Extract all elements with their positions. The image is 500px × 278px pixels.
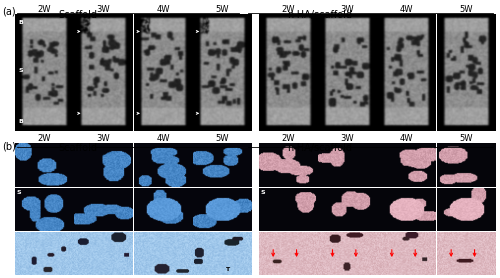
Text: S: S xyxy=(18,68,23,73)
Text: B: B xyxy=(18,20,23,25)
Title: 2W: 2W xyxy=(281,5,294,14)
Title: 2W: 2W xyxy=(281,134,294,143)
Title: 4W: 4W xyxy=(156,134,170,143)
Text: n-HA/scaffold: n-HA/scaffold xyxy=(288,10,352,20)
Text: (a): (a) xyxy=(2,7,16,17)
Text: Scaffold: Scaffold xyxy=(58,143,97,153)
Text: n-HA/scaffold: n-HA/scaffold xyxy=(288,143,352,153)
Text: Scaffold: Scaffold xyxy=(58,10,97,20)
Title: 3W: 3W xyxy=(96,5,110,14)
Title: 3W: 3W xyxy=(340,5,354,14)
Text: B: B xyxy=(18,119,23,124)
Title: 5W: 5W xyxy=(459,134,472,143)
Title: 2W: 2W xyxy=(38,134,51,143)
Title: 3W: 3W xyxy=(340,134,354,143)
Text: S: S xyxy=(260,190,265,195)
Text: T: T xyxy=(225,267,230,272)
Text: (b): (b) xyxy=(2,142,16,152)
Text: S: S xyxy=(17,190,21,195)
Title: 4W: 4W xyxy=(400,134,413,143)
Title: 2W: 2W xyxy=(38,5,51,14)
Title: 5W: 5W xyxy=(459,5,472,14)
Title: 4W: 4W xyxy=(156,5,170,14)
Title: 5W: 5W xyxy=(216,134,229,143)
Title: 3W: 3W xyxy=(96,134,110,143)
Title: 4W: 4W xyxy=(400,5,413,14)
Title: 5W: 5W xyxy=(216,5,229,14)
